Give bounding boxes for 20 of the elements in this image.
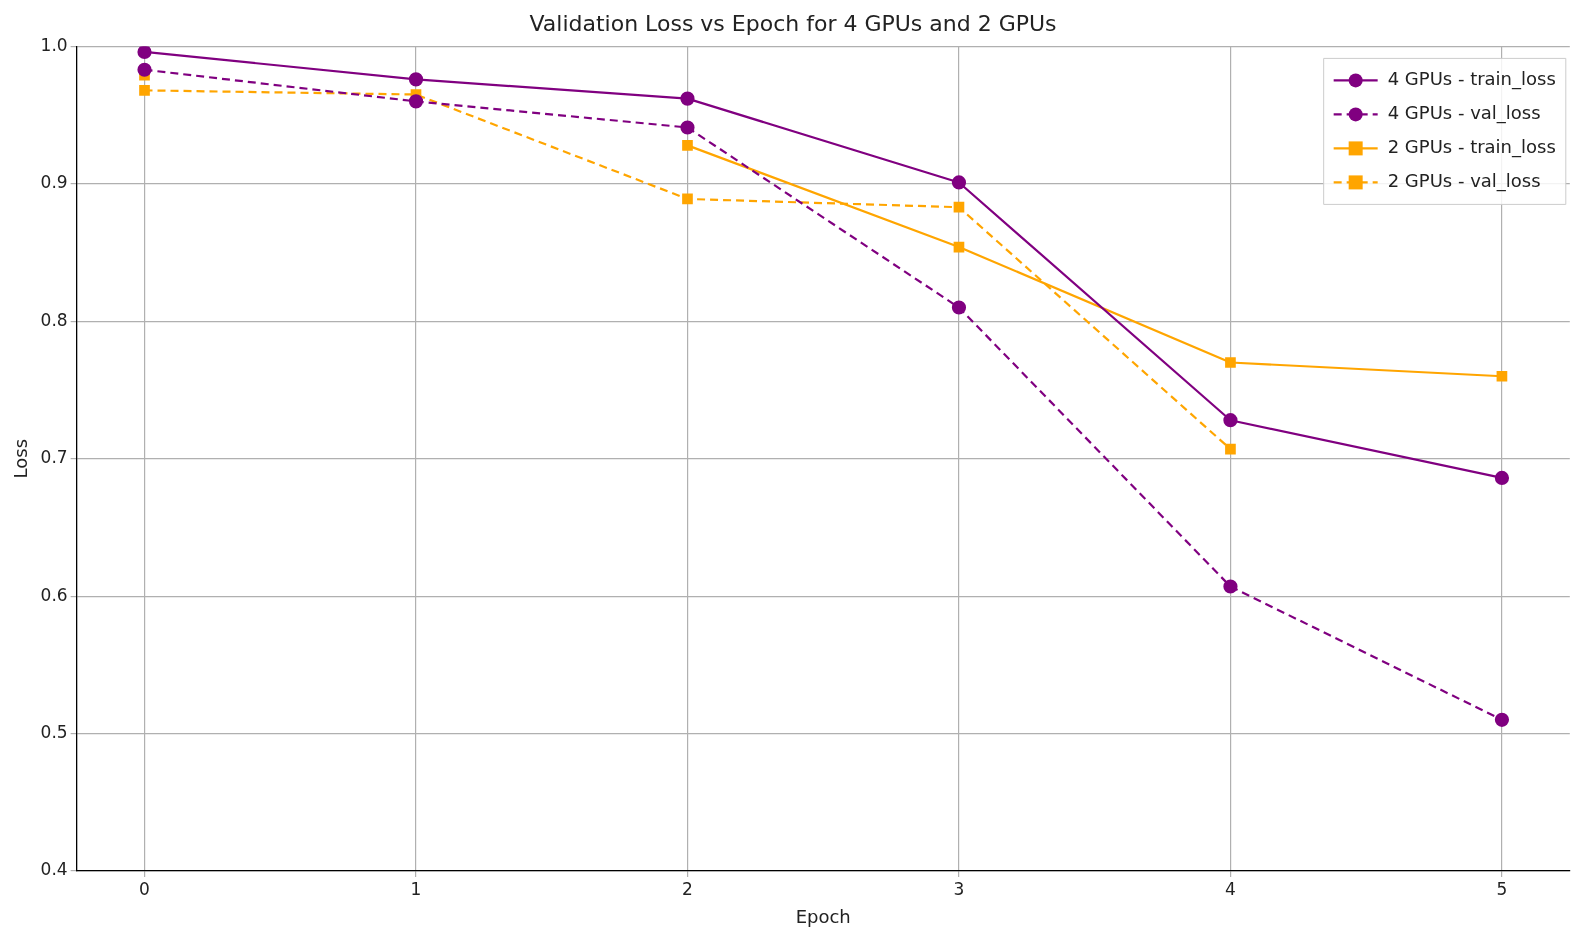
- x-tick-label: 2: [682, 878, 693, 899]
- y-axis-title: Loss: [10, 438, 32, 479]
- y-tick-label: 0.6: [40, 584, 68, 605]
- y-tick-label: 0.9: [40, 172, 68, 193]
- x-tick-label: 5: [1496, 878, 1508, 899]
- legend-label: 2 GPUs - val_loss: [1387, 170, 1541, 193]
- y-tick-label: 0.8: [40, 309, 68, 330]
- x-axis-title: Epoch: [795, 905, 851, 927]
- chart-title: Validation Loss vs Epoch for 4 GPUs and 2 GPUs: [529, 10, 1057, 36]
- x-tick-label: 0: [139, 878, 150, 899]
- x-tick-label: 3: [953, 878, 965, 899]
- legend-label: 4 GPUs - train_loss: [1387, 68, 1556, 91]
- y-tick-label: 0.5: [40, 721, 68, 742]
- x-tick-label: 4: [1225, 878, 1236, 899]
- y-tick-label: 1.0: [40, 34, 68, 55]
- legend-label: 2 GPUs - train_loss: [1387, 136, 1556, 159]
- y-tick-label: 0.7: [40, 447, 68, 468]
- x-tick-label: 1: [410, 878, 422, 899]
- legend-label: 4 GPUs - val_loss: [1387, 102, 1541, 125]
- y-tick-label: 0.4: [40, 859, 68, 880]
